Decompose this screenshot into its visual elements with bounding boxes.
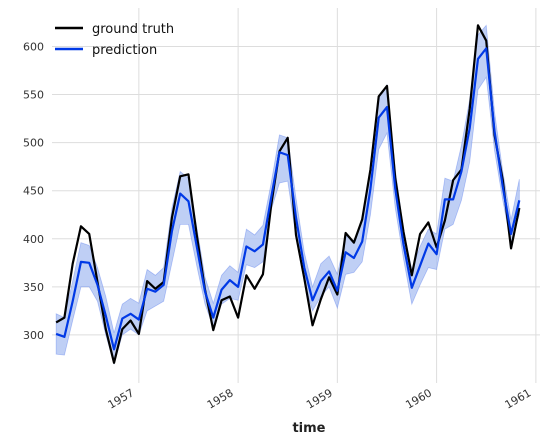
prediction-line	[55, 47, 521, 351]
legend-label: prediction	[92, 43, 157, 58]
confidence-bands	[55, 24, 520, 366]
y-tick-label: 300	[23, 329, 44, 342]
y-tick-label: 500	[23, 137, 44, 150]
legend-label: ground truth	[92, 22, 174, 37]
y-tick-label: 600	[23, 40, 44, 53]
y-tick-label: 450	[23, 185, 44, 198]
x-tick-label: 1960	[403, 386, 434, 411]
x-tick-label: 1959	[304, 386, 335, 411]
x-tick-labels: 1957 1958 1959 1960 1961	[106, 386, 534, 411]
y-tick-labels: 300 350 400 450 500 550 600	[23, 40, 44, 341]
ground-truth-line	[55, 24, 521, 364]
y-gridlines	[52, 45, 540, 336]
y-tick-label: 550	[23, 89, 44, 102]
series-lines	[55, 24, 521, 364]
y-tick-label: 400	[23, 233, 44, 246]
legend: ground truth prediction	[55, 22, 174, 58]
prediction-confidence-band	[55, 24, 520, 366]
x-tick-label: 1958	[205, 386, 236, 411]
y-tick-label: 350	[23, 281, 44, 294]
x-tick-label: 1957	[106, 386, 137, 411]
x-axis-label: time	[292, 421, 325, 436]
x-tick-label: 1961	[503, 386, 534, 411]
